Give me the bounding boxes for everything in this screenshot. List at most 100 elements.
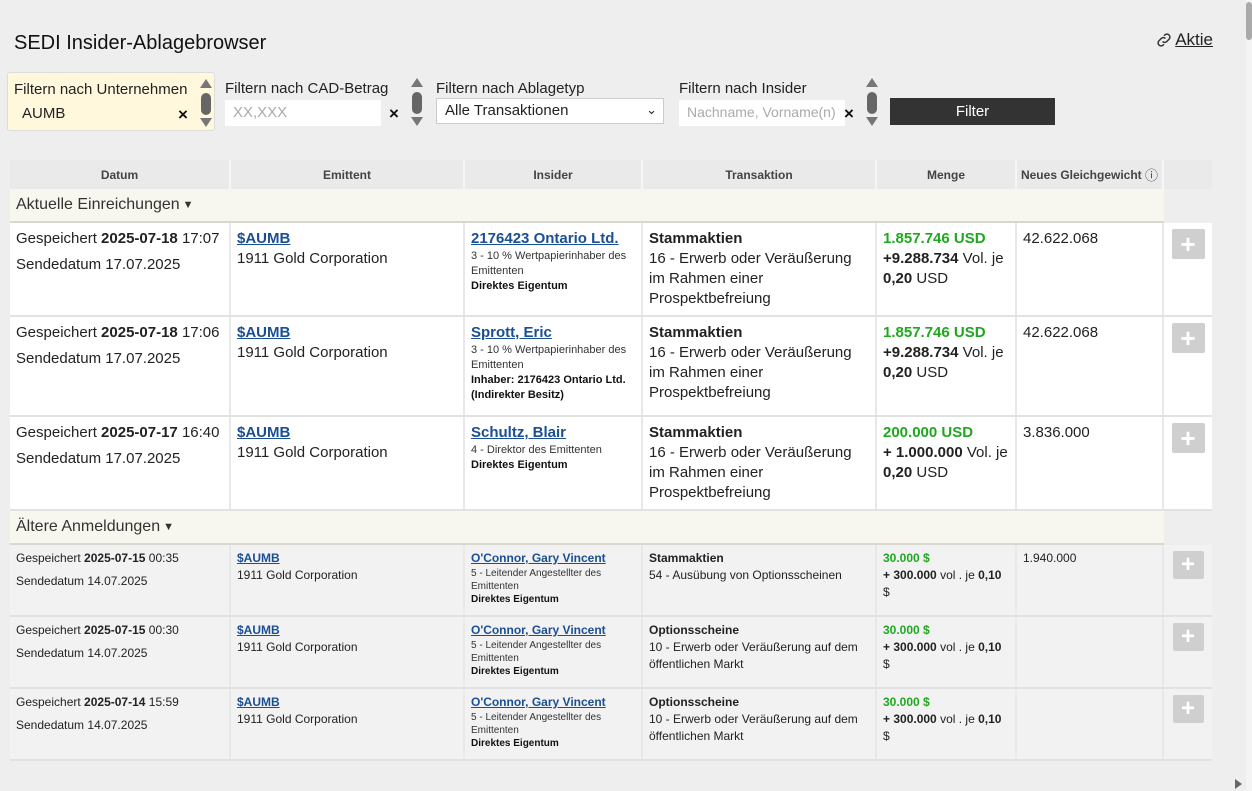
expand-cell: + [1164,689,1212,759]
saved-label: Gespeichert [16,551,81,565]
price-value: 0,20 [883,464,913,481]
volume-label: Vol. [962,250,988,267]
issuer-name: 1911 Gold Corporation [237,640,358,654]
volume-value: + 300.000 [883,640,937,654]
issuer-name: 1911 Gold Corporation [237,444,388,461]
amount-filter-scrollbar[interactable] [410,74,424,130]
amount-clear-icon[interactable]: × [389,104,399,123]
ticker-link[interactable]: $AUMB [237,623,280,637]
scroll-up-icon[interactable] [411,78,423,87]
column-header-transaction[interactable]: Transaktion [643,160,877,189]
ticker-link[interactable]: $AUMB [237,695,280,709]
balance-cell [1017,689,1164,759]
ticker-link[interactable]: $AUMB [237,424,291,441]
transaction-type: 16 - Erwerb oder Veräußerung im Rahmen e… [649,250,852,307]
ticker-link[interactable]: $AUMB [237,551,280,565]
company-filter-scrollbar[interactable] [199,75,213,131]
send-date: 17.07.2025 [105,256,181,273]
insider-link[interactable]: Schultz, Blair [471,424,567,441]
saved-date: 2025-07-15 [84,623,146,637]
share-link[interactable]: Aktie [1155,30,1213,50]
issuer-cell: $AUMB 1911 Gold Corporation [231,617,465,687]
insider-link[interactable]: O'Connor, Gary Vincent [471,623,606,637]
plus-icon[interactable]: + [1172,623,1204,651]
group-header[interactable]: Ältere Anmeldungen ▼ [10,511,1164,545]
volume-label: vol . [940,568,963,582]
ticker-link[interactable]: $AUMB [237,230,291,247]
scroll-down-icon[interactable] [866,117,878,126]
transaction-type: 16 - Erwerb oder Veräußerung im Rahmen e… [649,444,852,501]
plus-icon[interactable]: + [1171,323,1205,353]
price-value: 0,20 [883,270,913,287]
scroll-thumb[interactable] [412,92,422,114]
volume-value: + 300.000 [883,568,937,582]
price-value: 0,10 [978,568,1002,582]
amount-cell: 30.000 $ + 300.000 vol . je 0,10 $ [877,545,1017,615]
company-clear-icon[interactable]: × [178,105,188,124]
plus-icon[interactable]: + [1172,551,1204,579]
chevron-down-icon[interactable]: ▼ [163,521,174,533]
plus-icon[interactable]: + [1172,695,1204,723]
currency-label: USD [916,464,949,481]
insider-link[interactable]: O'Connor, Gary Vincent [471,551,606,565]
balance-cell [1017,617,1164,687]
amount-value: 1.857.746 USD [883,230,986,247]
send-date: 14.07.2025 [87,718,148,732]
ticker-link[interactable]: $AUMB [237,324,291,341]
balance-cell: 42.622.068 [1017,223,1164,315]
scroll-down-icon[interactable] [200,118,212,127]
saved-date: 2025-07-14 [84,695,146,709]
column-header-issuer[interactable]: Emittent [231,160,465,189]
group-header[interactable]: Aktuelle Einreichungen ▼ [10,189,1164,223]
saved-time: 15:59 [148,695,179,709]
company-filter: Filtern nach Unternehmen AUMB × [7,72,215,131]
expand-cell: + [1164,545,1212,615]
page-scrollbar[interactable] [1246,0,1252,791]
insider-link[interactable]: O'Connor, Gary Vincent [471,695,606,709]
chevron-down-icon[interactable]: ▼ [182,199,194,211]
plus-icon[interactable]: + [1171,423,1205,453]
company-filter-input[interactable]: AUMB [22,105,66,122]
insider-cell: 2176423 Ontario Ltd. 3 - 10 % Wertpapier… [465,223,643,315]
insider-filter-scrollbar[interactable] [865,74,879,130]
scroll-down-icon[interactable] [411,117,423,126]
saved-label: Gespeichert [16,623,81,637]
scroll-thumb[interactable] [1246,2,1252,40]
per-label: je [991,344,1004,361]
insider-relation: 4 - Direktor des Emittenten [471,444,602,456]
group-title: Ältere Anmeldungen [16,518,161,535]
insider-link[interactable]: 2176423 Ontario Ltd. [471,230,619,247]
scroll-thumb[interactable] [201,93,211,115]
info-icon[interactable]: ⓘ [1145,168,1159,183]
insider-relation: 3 - 10 % Wertpapierinhaber des Emittente… [471,344,627,371]
insider-clear-icon[interactable]: × [844,104,854,123]
type-filter-select[interactable]: Alle Transaktionen ⌄ [436,98,664,124]
scroll-up-icon[interactable] [866,78,878,87]
security-type: Stammaktien [649,424,743,441]
table-row: Gespeichert 2025-07-15 00:30 Sendedatum … [10,617,1212,689]
transaction-cell: Stammaktien 54 - Ausübung von Optionssch… [643,545,877,615]
date-cell: Gespeichert 2025-07-15 00:35 Sendedatum … [10,545,231,615]
issuer-name: 1911 Gold Corporation [237,712,358,726]
scroll-right-icon[interactable] [1235,779,1242,789]
issuer-name: 1911 Gold Corporation [237,568,358,582]
insider-link[interactable]: Sprott, Eric [471,324,552,341]
column-header-balance[interactable]: Neues Gleichgewicht ⓘ [1017,160,1164,189]
saved-label: Gespeichert [16,324,97,341]
amount-filter-input[interactable]: XX,XXX [225,100,381,126]
send-date: 17.07.2025 [105,350,181,367]
plus-icon[interactable]: + [1171,229,1205,259]
price-value: 0,10 [978,640,1002,654]
balance-cell: 42.622.068 [1017,317,1164,415]
scroll-thumb[interactable] [867,92,877,114]
scroll-up-icon[interactable] [200,79,212,88]
filter-button[interactable]: Filter [890,98,1055,125]
column-header-amount[interactable]: Menge [877,160,1017,189]
insider-filter-input[interactable]: Nachname, Vorname(n) [679,100,845,126]
security-type: Stammaktien [649,324,743,341]
volume-label: Vol. [962,344,988,361]
column-header-insider[interactable]: Insider [465,160,643,189]
currency-label: USD [916,270,949,287]
column-header-date[interactable]: Datum [10,160,231,189]
page-title: SEDI Insider-Ablagebrowser [14,32,267,54]
